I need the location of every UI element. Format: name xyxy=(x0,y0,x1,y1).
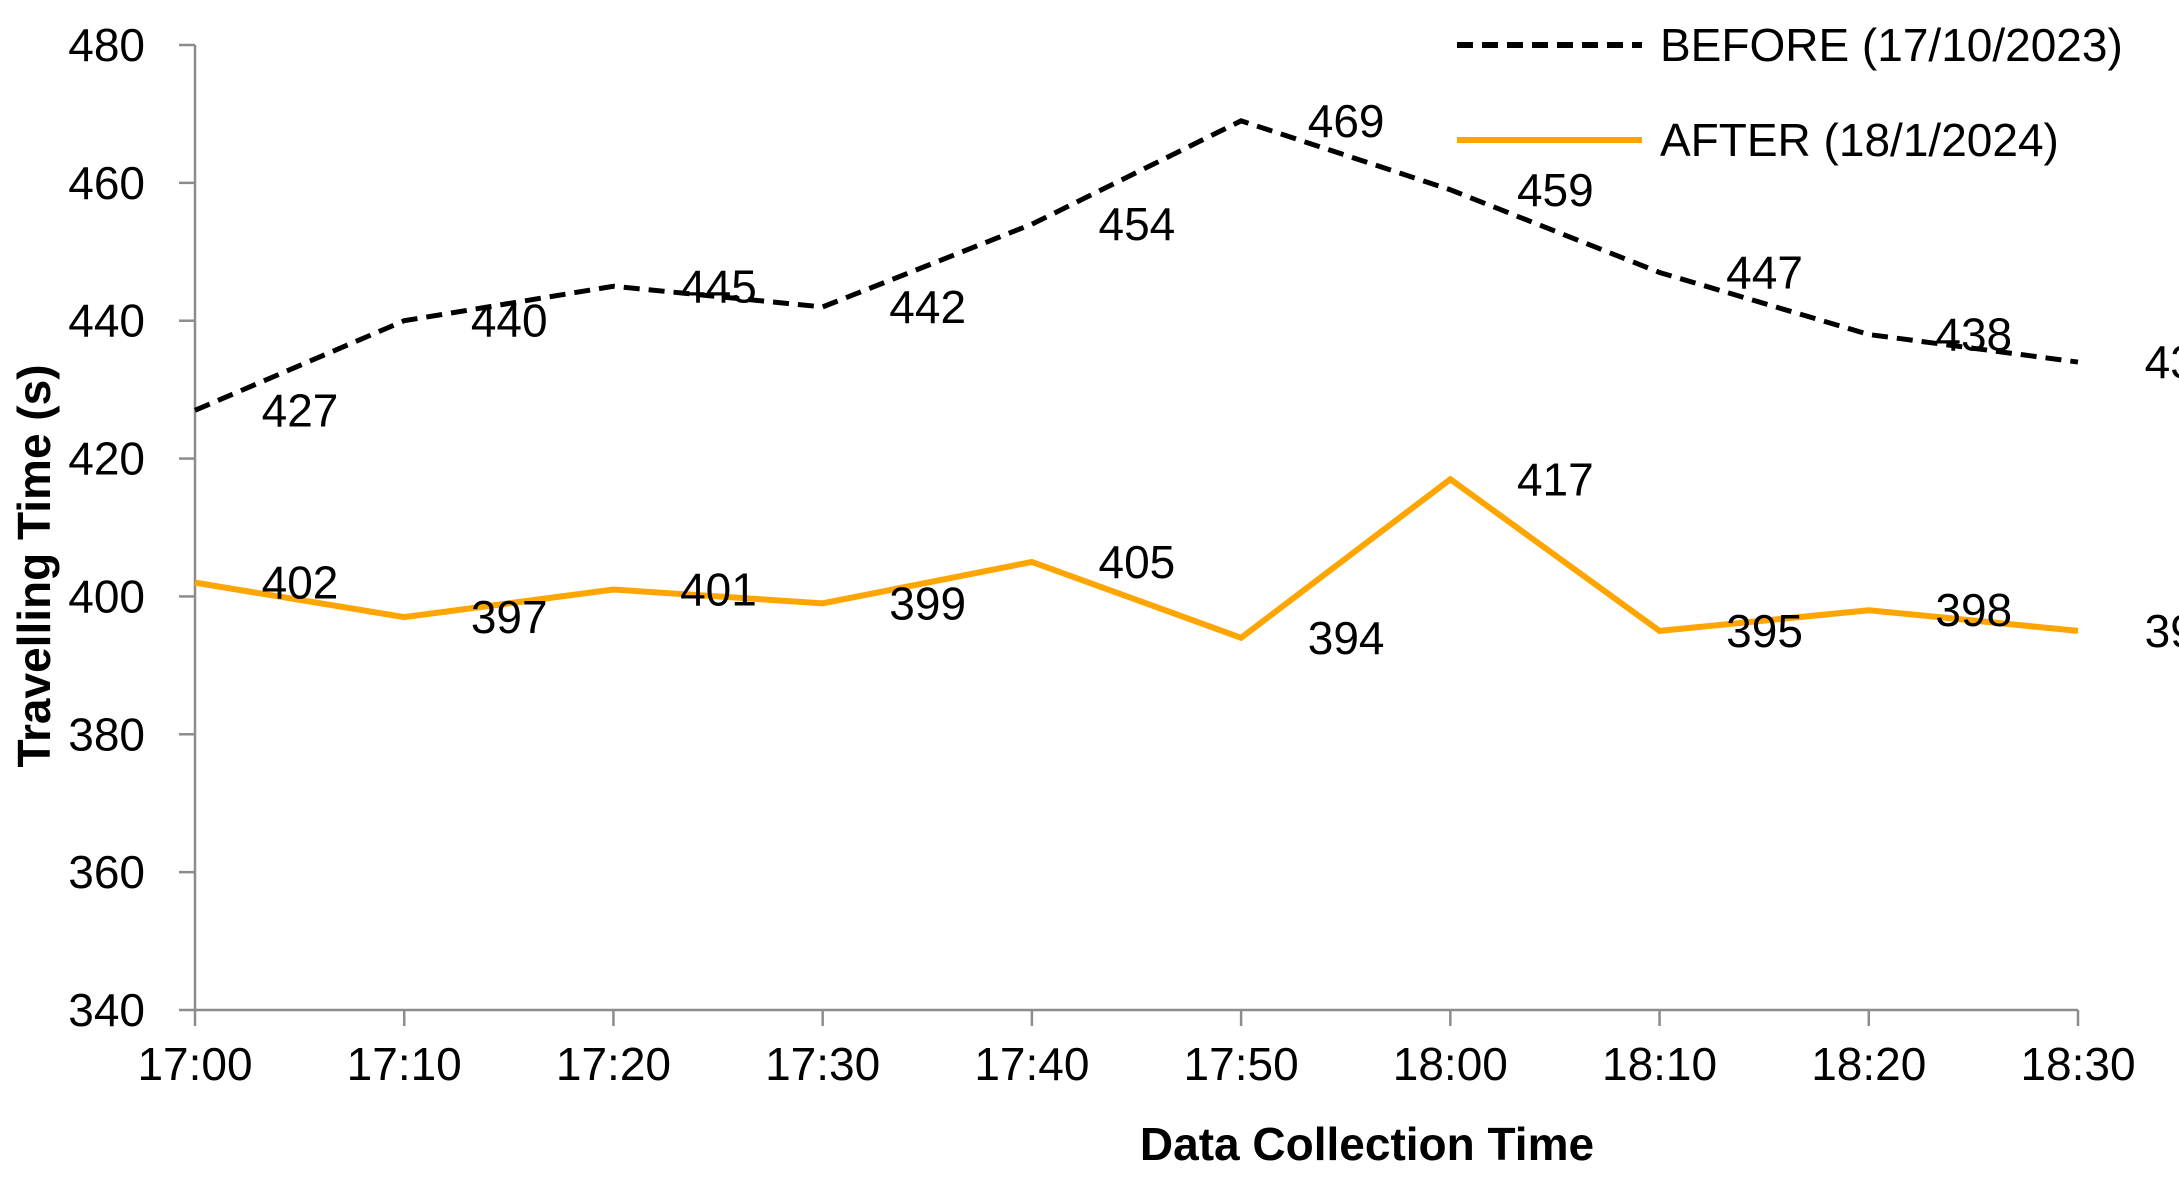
y-tick-label: 460 xyxy=(68,157,145,209)
data-label: 442 xyxy=(889,281,966,333)
data-label: 469 xyxy=(1308,95,1385,147)
x-axis-title: Data Collection Time xyxy=(1140,1118,1594,1170)
x-tick-label: 17:40 xyxy=(974,1038,1089,1090)
y-tick-label: 400 xyxy=(68,570,145,622)
y-tick-label: 440 xyxy=(68,295,145,347)
y-tick-label: 480 xyxy=(68,19,145,71)
legend-label-after: AFTER (18/1/2024) xyxy=(1660,114,2059,166)
data-label: 417 xyxy=(1517,453,1594,505)
legend-label-before: BEFORE (17/10/2023) xyxy=(1660,19,2123,71)
x-tick-label: 18:20 xyxy=(1811,1038,1926,1090)
data-label: 434 xyxy=(2145,336,2179,388)
data-label: 399 xyxy=(889,577,966,629)
data-label: 459 xyxy=(1517,164,1594,216)
axes xyxy=(193,45,2078,1012)
series-line-after xyxy=(194,475,2079,642)
y-axis-title: Travelling Time (s) xyxy=(8,364,60,767)
data-label: 405 xyxy=(1099,536,1176,588)
data-label: 427 xyxy=(262,384,339,436)
x-tick-label: 18:00 xyxy=(1393,1038,1508,1090)
x-tick-label: 18:30 xyxy=(2020,1038,2135,1090)
x-tick-label: 17:10 xyxy=(347,1038,462,1090)
ticks: 340 360 380 400 420 440 460 480 17:00 17:10 17:20 1… xyxy=(68,19,2135,1090)
data-label: 454 xyxy=(1099,198,1176,250)
data-label: 402 xyxy=(262,557,339,609)
data-label: 395 xyxy=(2145,605,2179,657)
legend: BEFORE (17/10/2023) AFTER (18/1/2024) xyxy=(1457,19,2123,166)
y-tick-label: 380 xyxy=(68,708,145,760)
data-label: 401 xyxy=(680,564,757,616)
data-label: 397 xyxy=(471,591,548,643)
x-tick-label: 17:00 xyxy=(137,1038,252,1090)
data-label: 440 xyxy=(471,295,548,347)
x-tick-label: 18:10 xyxy=(1602,1038,1717,1090)
data-label: 398 xyxy=(1935,584,2012,636)
data-label: 394 xyxy=(1308,612,1385,664)
y-tick-label: 420 xyxy=(68,433,145,485)
y-tick-label: 360 xyxy=(68,846,145,898)
series-line-before xyxy=(194,118,2079,413)
data-labels: 427 440 445 442 454 469 459 447 438 434 402 397 401 3… xyxy=(262,95,2179,664)
y-tick-label: 340 xyxy=(68,984,145,1036)
x-tick-label: 17:30 xyxy=(765,1038,880,1090)
data-label: 395 xyxy=(1726,605,1803,657)
series-lines xyxy=(194,118,2079,642)
data-label: 447 xyxy=(1726,246,1803,298)
x-tick-label: 17:50 xyxy=(1184,1038,1299,1090)
x-tick-label: 17:20 xyxy=(556,1038,671,1090)
data-label: 445 xyxy=(680,260,757,312)
data-label: 438 xyxy=(1935,309,2012,361)
